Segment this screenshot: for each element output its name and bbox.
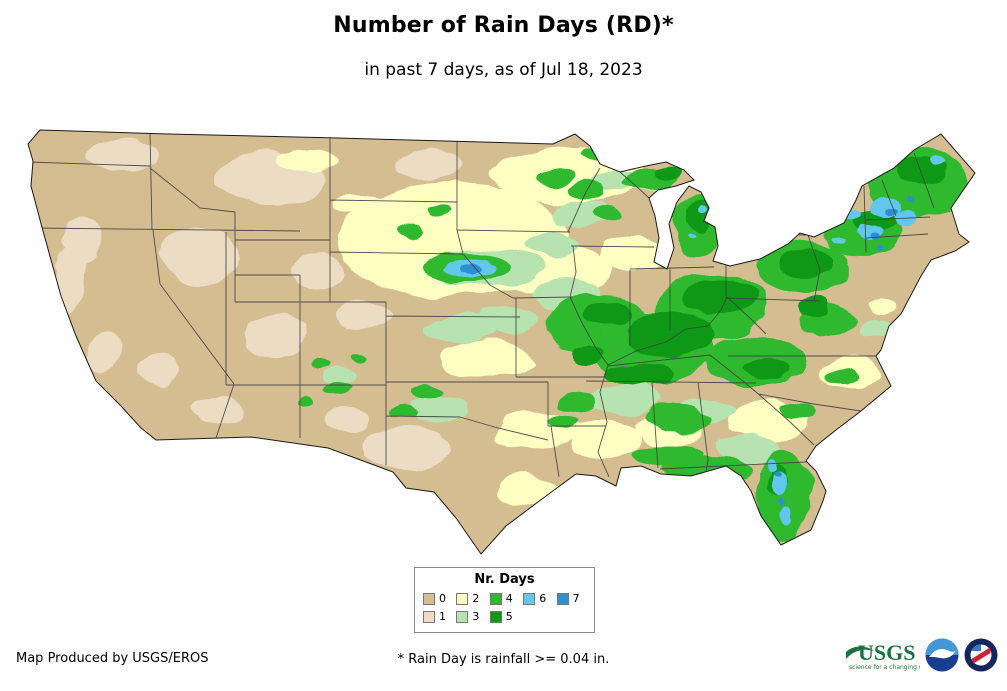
- rain-region-1-day: [54, 140, 463, 474]
- legend-item-1: 1: [423, 609, 452, 624]
- page-subtitle: in past 7 days, as of Jul 18, 2023: [364, 60, 643, 80]
- legend-swatch-2: [456, 592, 469, 605]
- page-title: Number of Rain Days (RD)*: [333, 13, 674, 38]
- legend-swatch-0: [423, 592, 435, 605]
- legend-swatch-5: [489, 610, 502, 623]
- legend-label-5: 5: [505, 610, 513, 623]
- usgs-wave-icon: [846, 646, 874, 659]
- legend-label-2: 2: [472, 592, 480, 605]
- legend-swatch-1: [423, 610, 435, 623]
- legend-item-7: 7: [556, 591, 586, 606]
- legend-item-6: 6: [523, 591, 552, 606]
- nws-logo-icon: [964, 638, 998, 672]
- legend-label-0: 0: [439, 592, 446, 605]
- legend-item-4: 4: [489, 591, 519, 606]
- legend-swatch-6: [523, 592, 536, 605]
- usgs-logo-text: USGS: [858, 640, 915, 665]
- legend-label-1: 1: [439, 610, 446, 623]
- map-legend: Nr. Days 0 1 2 3 4 5 6 7: [414, 567, 595, 633]
- legend-title: Nr. Days: [474, 572, 535, 587]
- legend-item-2: 2: [456, 591, 485, 606]
- legend-label-7: 7: [572, 592, 580, 605]
- us-rain-days-map: [27, 129, 976, 555]
- usgs-tagline: science for a changing world: [849, 664, 920, 671]
- legend-item-5: 5: [489, 609, 519, 624]
- noaa-logo-icon: [925, 638, 959, 672]
- legend-swatch-4: [489, 592, 502, 605]
- legend-item-0: 0: [423, 591, 452, 606]
- legend-item-3: 3: [456, 609, 485, 624]
- legend-label-6: 6: [539, 592, 547, 605]
- legend-swatch-3: [456, 610, 469, 623]
- legend-swatch-7: [556, 592, 569, 605]
- rain-day-footnote: * Rain Day is rainfall >= 0.04 in.: [397, 652, 610, 667]
- legend-grid: 0 1 2 3 4 5 6 7: [423, 591, 586, 624]
- usgs-logo: USGS science for a changing world: [846, 640, 920, 671]
- state-borders: [28, 131, 935, 478]
- agency-logos: USGS science for a changing world: [844, 637, 998, 673]
- legend-label-4: 4: [505, 592, 513, 605]
- legend-label-3: 3: [472, 610, 480, 623]
- map-credit: Map Produced by USGS/EROS: [16, 651, 209, 666]
